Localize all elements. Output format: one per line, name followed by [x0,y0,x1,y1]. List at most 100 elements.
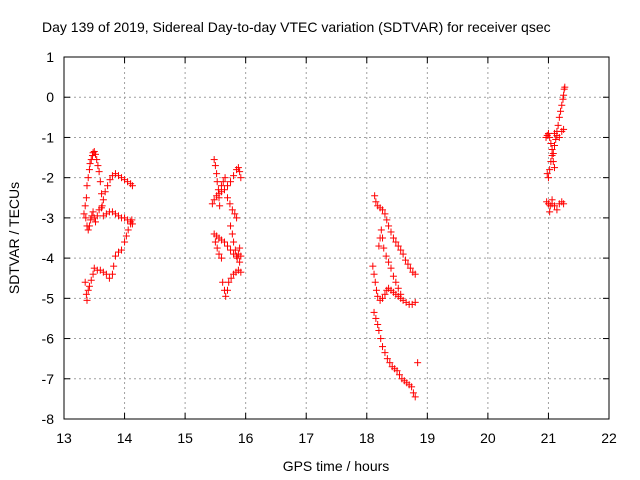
data-point [80,210,88,218]
data-point [220,238,228,246]
data-point [548,146,556,154]
data-point [233,214,241,222]
x-tick-label: 20 [480,430,496,446]
data-point [221,174,229,182]
data-point [121,238,129,246]
x-tick-label: 21 [541,430,557,446]
data-point [372,286,380,294]
data-point [87,216,95,224]
data-point [93,212,101,220]
data-point [110,262,118,270]
data-point [383,216,391,224]
data-point [377,226,385,234]
data-point [402,256,410,264]
data-point [377,335,385,343]
data-point [95,168,103,176]
x-tick-label: 22 [601,430,617,446]
data-point [236,168,244,176]
data-point [406,264,414,272]
data-point [375,242,383,250]
series-cluster-15.5-16 [208,156,245,300]
data-point [385,222,393,230]
data-point [551,164,558,172]
data-point [236,244,244,252]
data-point [237,174,245,182]
data-point [86,160,94,168]
data-point [82,214,90,222]
data-point [397,246,405,254]
data-point [213,178,221,186]
data-point [217,254,225,262]
data-point [81,278,89,286]
data-point [558,101,566,109]
data-point [210,196,218,204]
data-point [226,200,234,208]
data-point [91,218,99,226]
data-point [551,141,558,149]
x-tick-label: 15 [177,430,193,446]
data-point [375,327,383,335]
data-point [84,174,92,182]
data-point [411,298,419,306]
data-point [91,150,99,158]
data-point [551,202,558,210]
data-point [108,270,116,278]
data-point [93,156,101,164]
data-point [233,254,241,262]
data-point [228,206,236,214]
data-point [122,232,130,240]
data-point [222,292,230,300]
data-point [385,258,393,266]
y-tick-label: -2 [42,170,55,186]
data-point [394,284,402,292]
data-point [215,250,223,258]
data-point [372,314,380,322]
data-point [84,226,92,234]
data-point [555,133,563,141]
series-cluster-18-19 [369,192,422,401]
y-tick-label: -1 [42,129,55,145]
data-point [383,355,391,363]
x-tick-label: 16 [238,430,254,446]
data-point [546,133,554,141]
grid [64,57,609,419]
data-point [546,166,554,174]
series-cluster-13-14 [80,148,136,304]
data-point [369,262,377,270]
x-tick-label: 17 [298,430,314,446]
data-point [553,206,561,214]
data-point [224,242,231,250]
data-point [228,230,236,238]
data-point [544,129,552,137]
data-point [85,222,93,230]
y-tick-label: 1 [46,49,54,65]
x-tick-labels: 13 14 15 16 17 18 19 20 21 22 [56,430,617,446]
data-point [552,135,560,143]
x-tick-label: 19 [420,430,436,446]
data-point [210,156,218,164]
data-point [414,359,422,367]
data-point [234,164,242,172]
x-tick-label: 13 [56,430,72,446]
data-point [230,238,238,246]
data-point [211,162,219,170]
data-point [211,238,219,246]
data-point [560,91,568,99]
data-point [370,308,378,316]
data-point [379,234,387,242]
data-point [102,270,110,278]
data-point [549,158,557,166]
chart-title: Day 139 of 2019, Sidereal Day-to-day VTE… [42,19,551,35]
y-tick-label: -7 [42,371,55,387]
data-point [399,250,407,258]
data-point [128,182,136,190]
data-point [81,202,89,210]
data-point [392,238,400,246]
data-point [389,272,397,280]
plot-frame [63,56,610,420]
data-point [85,166,93,174]
series-cluster-21 [542,83,569,216]
axis-ticks [63,56,610,420]
data-point [555,113,563,121]
